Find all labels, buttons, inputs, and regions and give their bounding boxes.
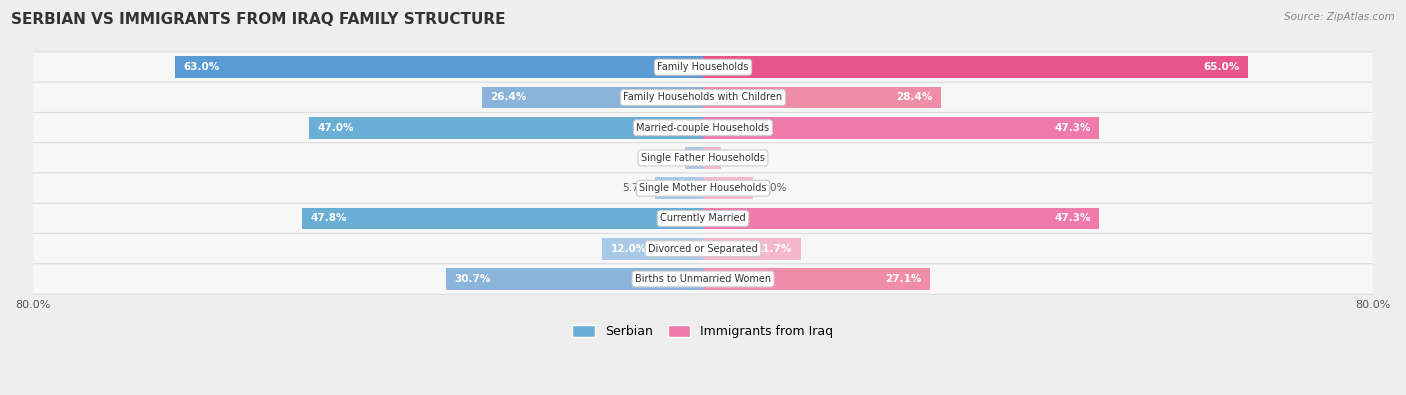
Text: Single Mother Households: Single Mother Households [640,183,766,193]
Bar [309,117,703,139]
Bar [703,56,1247,78]
Text: 65.0%: 65.0% [1204,62,1239,72]
Bar [685,147,703,169]
Bar [703,147,721,169]
Bar [703,87,941,108]
Bar [703,177,754,199]
FancyBboxPatch shape [32,143,1374,173]
Bar [703,208,1099,229]
FancyBboxPatch shape [32,52,1374,83]
FancyBboxPatch shape [32,173,1374,203]
Text: 2.2%: 2.2% [728,153,755,163]
Bar [482,87,703,108]
Bar [703,238,801,260]
Text: Births to Unmarried Women: Births to Unmarried Women [636,274,770,284]
Text: 26.4%: 26.4% [491,92,527,102]
Text: 28.4%: 28.4% [896,92,932,102]
Text: 11.7%: 11.7% [756,244,793,254]
Text: 47.0%: 47.0% [318,123,354,133]
Bar [602,238,703,260]
Text: 2.2%: 2.2% [651,153,678,163]
Bar [655,177,703,199]
Bar [176,56,703,78]
Legend: Serbian, Immigrants from Iraq: Serbian, Immigrants from Iraq [568,320,838,343]
FancyBboxPatch shape [32,113,1374,143]
FancyBboxPatch shape [32,233,1374,264]
Text: Family Households: Family Households [658,62,748,72]
Text: Single Father Households: Single Father Households [641,153,765,163]
Bar [302,208,703,229]
Text: 47.3%: 47.3% [1054,213,1091,224]
Text: 30.7%: 30.7% [454,274,491,284]
Text: 47.8%: 47.8% [311,213,347,224]
Text: Divorced or Separated: Divorced or Separated [648,244,758,254]
Text: 27.1%: 27.1% [886,274,922,284]
FancyBboxPatch shape [32,82,1374,113]
Text: Family Households with Children: Family Households with Children [623,92,783,102]
Text: 63.0%: 63.0% [184,62,219,72]
Text: 5.7%: 5.7% [621,183,648,193]
FancyBboxPatch shape [32,264,1374,294]
FancyBboxPatch shape [32,203,1374,234]
Bar [703,117,1099,139]
Text: 12.0%: 12.0% [610,244,647,254]
Text: 6.0%: 6.0% [761,183,786,193]
Bar [703,268,929,290]
Text: Currently Married: Currently Married [661,213,745,224]
Text: Married-couple Households: Married-couple Households [637,123,769,133]
Text: 47.3%: 47.3% [1054,123,1091,133]
Text: SERBIAN VS IMMIGRANTS FROM IRAQ FAMILY STRUCTURE: SERBIAN VS IMMIGRANTS FROM IRAQ FAMILY S… [11,12,506,27]
Text: Source: ZipAtlas.com: Source: ZipAtlas.com [1284,12,1395,22]
Bar [446,268,703,290]
